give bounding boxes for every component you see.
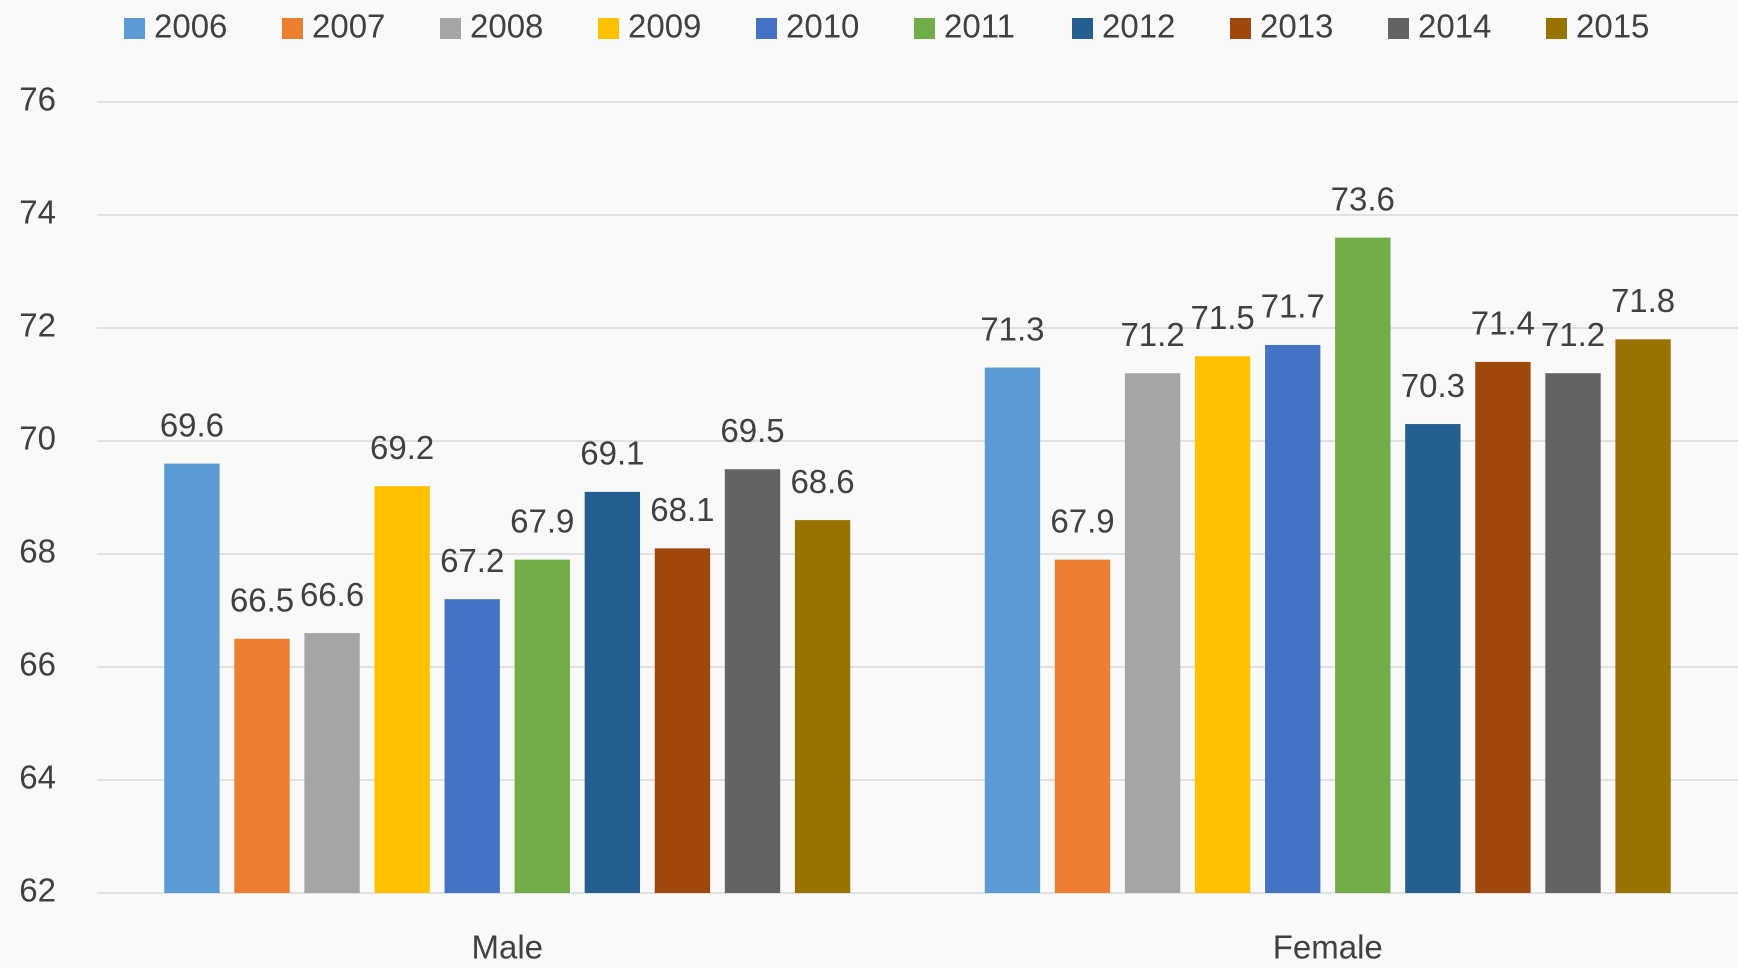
data-label: 71.3: [980, 310, 1044, 347]
data-label: 70.3: [1401, 367, 1465, 404]
bar: [374, 486, 430, 893]
data-label: 71.8: [1611, 282, 1675, 319]
bar: [584, 491, 641, 893]
legend-swatch: [1230, 18, 1251, 39]
data-label: 73.6: [1331, 180, 1395, 217]
y-tick-label: 66: [19, 646, 56, 683]
data-label: 67.9: [1050, 502, 1114, 539]
legend-label: 2014: [1418, 8, 1491, 45]
bar: [1124, 373, 1181, 893]
legend-label: 2008: [470, 8, 543, 45]
legend-label: 2012: [1102, 8, 1175, 45]
legend-label: 2006: [154, 8, 227, 45]
data-label: 66.5: [230, 581, 294, 618]
bar: [514, 559, 570, 893]
data-label: 69.5: [720, 412, 784, 449]
legend-label: 2013: [1260, 8, 1333, 45]
data-label: 69.2: [370, 429, 434, 466]
data-label: 67.2: [440, 542, 504, 579]
bar: [1054, 559, 1111, 893]
bar: [1615, 339, 1671, 893]
data-label: 71.5: [1191, 299, 1255, 336]
legend-label: 2007: [312, 8, 385, 45]
data-label: 71.4: [1471, 305, 1535, 342]
bar: [444, 599, 500, 893]
legend-label: 2015: [1576, 8, 1649, 45]
data-label: 67.9: [510, 502, 574, 539]
bar: [164, 463, 220, 893]
legend-label: 2011: [944, 8, 1015, 45]
legend-swatch: [914, 18, 935, 39]
legend-swatch: [756, 18, 777, 39]
y-tick-label: 62: [19, 872, 56, 909]
bar: [984, 367, 1041, 893]
data-label: 69.6: [160, 406, 224, 443]
data-label: 71.2: [1120, 316, 1184, 353]
legend-swatch: [598, 18, 619, 39]
legend-label: 2009: [628, 8, 701, 45]
bar: [234, 638, 290, 893]
legend-swatch: [1546, 18, 1567, 39]
y-tick-label: 64: [19, 759, 56, 796]
bar: [794, 520, 851, 893]
data-label: 66.6: [300, 576, 364, 613]
legend-label: 2010: [786, 8, 859, 45]
data-label: 71.2: [1541, 316, 1605, 353]
data-label: 68.1: [650, 491, 714, 528]
x-tick-label: Male: [471, 929, 543, 966]
y-tick-label: 76: [19, 81, 56, 118]
bar: [304, 633, 360, 893]
bar: [724, 469, 781, 893]
x-tick-label: Female: [1273, 929, 1383, 966]
y-tick-label: 70: [19, 420, 56, 457]
y-tick-label: 74: [19, 194, 56, 231]
legend-swatch: [124, 18, 145, 39]
data-label: 69.1: [580, 435, 644, 472]
legend-swatch: [440, 18, 461, 39]
legend-swatch: [1388, 18, 1409, 39]
y-tick-label: 68: [19, 533, 56, 570]
bar: [1545, 373, 1601, 893]
bar: [1405, 424, 1461, 893]
legend-swatch: [1072, 18, 1093, 39]
data-label: 71.7: [1261, 288, 1325, 325]
y-tick-label: 72: [19, 307, 56, 344]
bar: [1475, 361, 1531, 893]
bar: [1265, 344, 1321, 893]
bar: [654, 548, 711, 893]
legend-swatch: [282, 18, 303, 39]
data-label: 68.6: [790, 463, 854, 500]
bar: [1194, 356, 1251, 893]
bar: [1335, 237, 1391, 894]
